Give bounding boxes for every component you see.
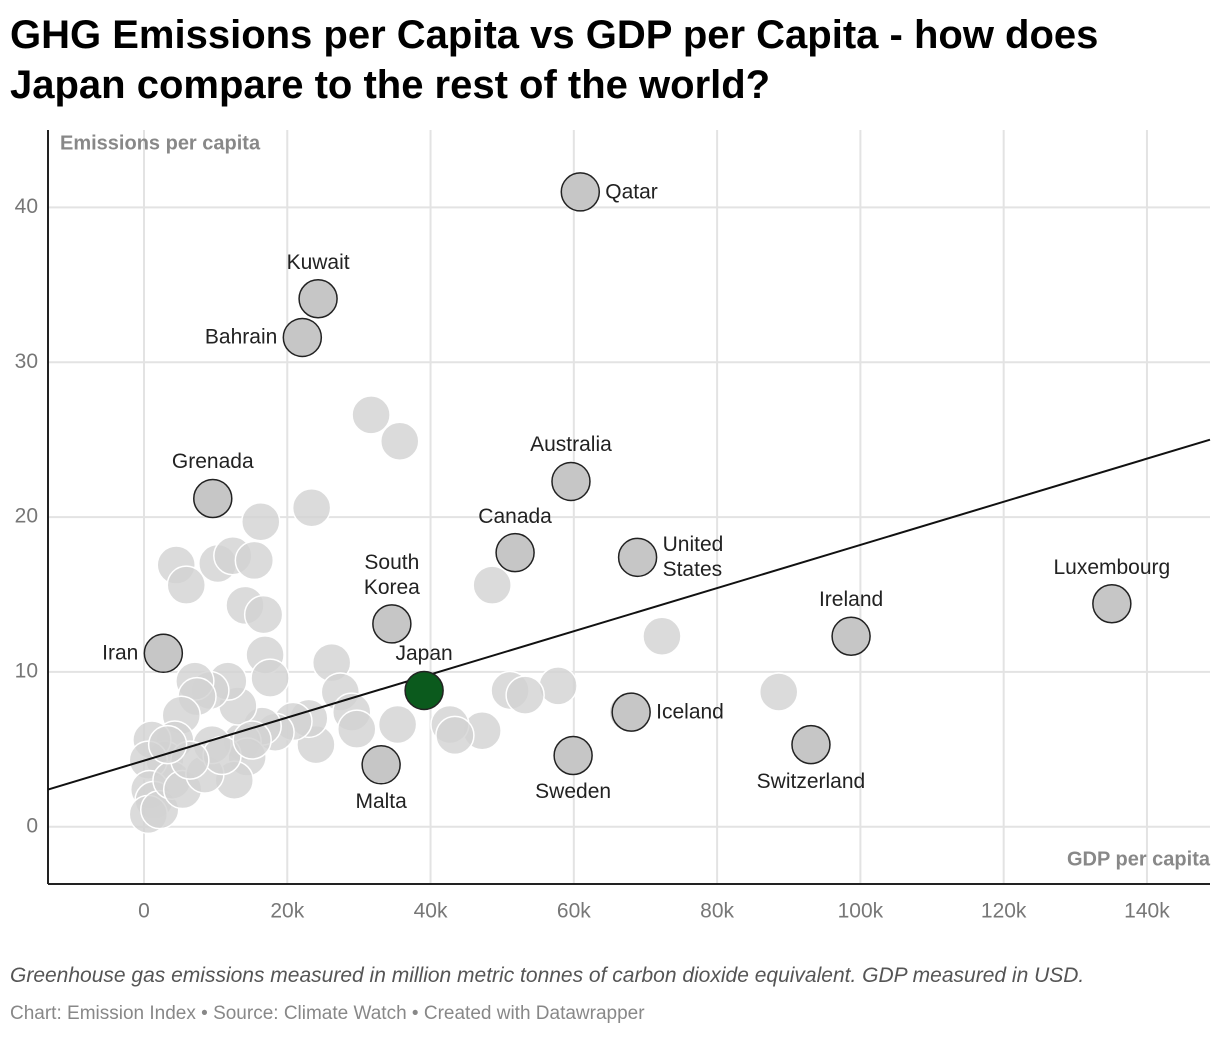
point	[372, 604, 412, 644]
point	[404, 670, 444, 711]
point-label: Kuwait	[286, 250, 350, 274]
point	[351, 395, 391, 435]
trend-line	[47, 438, 1211, 791]
point-label: Switzerland	[756, 769, 866, 793]
series	[128, 395, 799, 835]
point	[551, 461, 591, 502]
x-tick-label: 60k	[557, 900, 591, 923]
x-tick-label: 100k	[838, 900, 884, 923]
point	[250, 658, 290, 698]
point	[282, 317, 323, 358]
x-tick-label: 140k	[1124, 900, 1170, 923]
chart-note: Greenhouse gas emissions measured in mil…	[10, 964, 1085, 987]
point-label: Malta	[355, 789, 407, 813]
point-label: Sweden	[535, 780, 612, 804]
point	[166, 565, 207, 605]
x-tick-label: 20k	[270, 900, 304, 923]
x-tick-label: 0	[138, 900, 150, 923]
point	[147, 724, 188, 765]
series	[143, 172, 1132, 785]
point-label: Qatar	[605, 180, 658, 204]
point	[495, 532, 535, 573]
series	[404, 670, 444, 711]
point	[337, 709, 377, 749]
point	[505, 675, 545, 715]
point-label: Canada	[478, 504, 552, 528]
chart: 0 20k 40k 60k 80k 100k 120k 140k 0 10 20 30 40 Emissi…	[15, 130, 1211, 923]
y-tick-label: 0	[26, 814, 38, 837]
point	[831, 616, 871, 657]
point	[380, 421, 420, 461]
point	[143, 633, 184, 674]
point	[377, 704, 418, 745]
point-label: Grenada	[171, 450, 254, 474]
y-tick-label: 30	[15, 350, 38, 373]
point	[611, 692, 651, 732]
point	[758, 672, 799, 712]
y-axis-title: Emissions per capita	[60, 132, 261, 154]
point	[553, 735, 593, 776]
point	[298, 279, 338, 319]
point-label: United States	[662, 533, 724, 582]
point-label: Japan	[395, 642, 453, 666]
point	[243, 594, 284, 635]
point	[291, 488, 332, 528]
y-tick-label: 40	[15, 195, 38, 218]
point	[791, 724, 831, 765]
point-label: Ireland	[818, 588, 884, 612]
point	[435, 715, 475, 756]
point-label: South Korea	[363, 550, 420, 599]
point	[538, 666, 578, 706]
point	[234, 540, 275, 581]
point-label: Luxembourg	[1053, 555, 1171, 579]
point	[241, 501, 281, 542]
point	[617, 537, 658, 578]
point	[560, 172, 601, 212]
point-label: Iceland	[656, 700, 724, 724]
point-label: Bahrain	[204, 325, 278, 349]
point-label: Australia	[530, 433, 612, 457]
point	[361, 745, 401, 785]
x-tick-label: 40k	[414, 900, 448, 923]
point	[193, 478, 233, 519]
y-tick-label: 10	[15, 659, 38, 682]
point	[472, 565, 512, 605]
chart-source: Chart: Emission Index • Source: Climate …	[10, 1003, 645, 1024]
point-label: Iran	[102, 641, 139, 665]
x-axis-title: GDP per capita	[1067, 848, 1211, 870]
chart-title: GHG Emissions per Capita vs GDP per Capi…	[10, 13, 1099, 107]
point	[642, 616, 682, 657]
x-tick-label: 120k	[981, 900, 1027, 923]
point	[232, 720, 272, 760]
y-tick-label: 20	[15, 505, 38, 528]
point	[1092, 584, 1132, 624]
x-tick-label: 80k	[700, 900, 734, 923]
